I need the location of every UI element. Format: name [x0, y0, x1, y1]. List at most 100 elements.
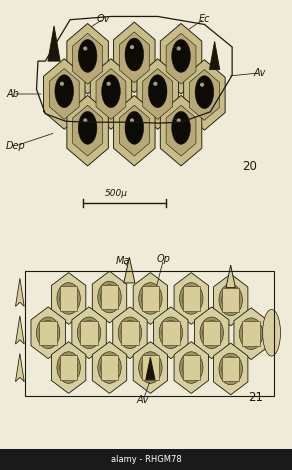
Text: Dep: Dep [6, 141, 26, 151]
Text: Ec: Ec [199, 14, 210, 24]
Polygon shape [48, 26, 60, 61]
Ellipse shape [139, 282, 162, 314]
Ellipse shape [200, 83, 204, 87]
Text: Av: Av [137, 395, 149, 406]
Polygon shape [162, 321, 180, 345]
Polygon shape [234, 308, 268, 360]
Polygon shape [114, 95, 155, 166]
Ellipse shape [177, 47, 181, 51]
Ellipse shape [60, 355, 78, 380]
Ellipse shape [195, 76, 214, 109]
Ellipse shape [77, 317, 101, 349]
Ellipse shape [130, 118, 134, 123]
Ellipse shape [60, 286, 78, 311]
Polygon shape [143, 69, 173, 119]
Polygon shape [121, 321, 139, 345]
Polygon shape [160, 95, 202, 166]
Polygon shape [39, 321, 57, 345]
Polygon shape [213, 274, 248, 326]
Ellipse shape [98, 352, 121, 384]
Polygon shape [182, 286, 200, 311]
Polygon shape [90, 59, 132, 129]
Polygon shape [96, 69, 126, 119]
Ellipse shape [125, 111, 144, 144]
Text: Ov: Ov [97, 14, 110, 24]
Ellipse shape [139, 352, 162, 384]
Polygon shape [80, 321, 98, 345]
Polygon shape [142, 286, 159, 311]
Polygon shape [92, 342, 127, 393]
Ellipse shape [162, 321, 180, 345]
Polygon shape [73, 33, 102, 84]
Polygon shape [174, 342, 208, 393]
Text: 500μ: 500μ [105, 189, 128, 198]
Polygon shape [203, 321, 220, 345]
Polygon shape [15, 316, 24, 344]
Ellipse shape [182, 355, 200, 380]
Polygon shape [113, 307, 147, 359]
Text: Ma: Ma [115, 256, 130, 266]
Polygon shape [72, 307, 106, 359]
Ellipse shape [102, 75, 120, 108]
Ellipse shape [182, 286, 200, 311]
Ellipse shape [200, 317, 223, 349]
Text: 20: 20 [242, 160, 257, 173]
Text: alamy - RHGM78: alamy - RHGM78 [111, 455, 181, 464]
Ellipse shape [107, 82, 111, 86]
Polygon shape [119, 32, 149, 83]
Polygon shape [222, 288, 239, 312]
Polygon shape [73, 105, 102, 156]
Ellipse shape [148, 75, 167, 108]
Ellipse shape [121, 321, 139, 345]
Text: Ab: Ab [7, 89, 20, 99]
Polygon shape [146, 357, 155, 380]
Ellipse shape [125, 38, 144, 71]
Polygon shape [174, 273, 208, 324]
Ellipse shape [177, 118, 181, 123]
Ellipse shape [219, 353, 242, 385]
Polygon shape [184, 60, 225, 130]
Polygon shape [194, 307, 229, 359]
Ellipse shape [172, 111, 190, 144]
Ellipse shape [60, 82, 64, 86]
Polygon shape [166, 33, 196, 84]
Ellipse shape [55, 75, 74, 108]
Ellipse shape [172, 39, 190, 72]
Ellipse shape [180, 352, 203, 384]
Polygon shape [92, 271, 127, 323]
Polygon shape [51, 342, 86, 393]
Polygon shape [67, 24, 108, 94]
Polygon shape [15, 278, 24, 306]
Ellipse shape [36, 317, 60, 349]
Polygon shape [210, 41, 220, 70]
Polygon shape [213, 343, 248, 395]
Bar [0, 449, 292, 470]
Ellipse shape [203, 321, 221, 345]
Ellipse shape [78, 39, 97, 72]
Polygon shape [67, 95, 108, 166]
Polygon shape [101, 285, 118, 309]
Polygon shape [119, 105, 149, 156]
Polygon shape [222, 357, 239, 381]
Ellipse shape [57, 352, 80, 384]
Polygon shape [242, 321, 260, 346]
Polygon shape [114, 22, 155, 93]
Ellipse shape [80, 321, 98, 345]
Ellipse shape [98, 281, 121, 313]
Ellipse shape [57, 282, 80, 314]
Polygon shape [31, 307, 65, 359]
Polygon shape [15, 353, 24, 382]
Ellipse shape [242, 321, 260, 346]
Ellipse shape [222, 357, 240, 381]
Polygon shape [49, 69, 79, 119]
Ellipse shape [219, 284, 242, 316]
Polygon shape [60, 286, 77, 311]
Ellipse shape [222, 288, 240, 312]
Polygon shape [137, 59, 178, 129]
Polygon shape [60, 355, 77, 380]
Ellipse shape [263, 310, 281, 356]
Polygon shape [226, 265, 235, 288]
Ellipse shape [141, 286, 159, 311]
Ellipse shape [78, 111, 97, 144]
Ellipse shape [153, 82, 157, 86]
